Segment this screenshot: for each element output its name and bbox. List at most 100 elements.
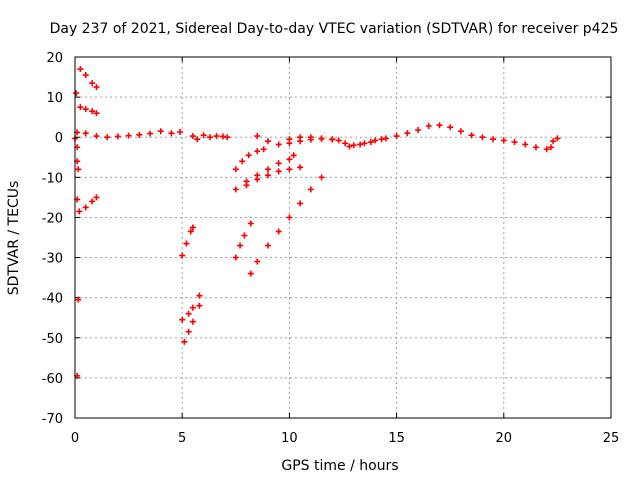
- data-point: [335, 137, 342, 144]
- data-point: [82, 106, 89, 113]
- data-point: [357, 141, 364, 148]
- data-point: [75, 296, 82, 303]
- data-point: [247, 220, 254, 227]
- x-axis-title: GPS time / hours: [281, 458, 398, 474]
- data-point: [196, 302, 203, 309]
- data-point: [194, 136, 201, 143]
- data-point: [382, 135, 389, 142]
- data-point: [447, 124, 454, 131]
- data-point: [532, 144, 539, 151]
- data-point: [547, 144, 554, 151]
- x-tick-label: 0: [71, 431, 79, 446]
- data-point: [554, 135, 561, 142]
- data-point: [125, 132, 132, 139]
- data-points: [72, 66, 561, 379]
- data-point: [254, 258, 261, 265]
- grid-lines: [75, 57, 611, 418]
- y-tick-label: -40: [42, 292, 63, 307]
- y-tick-labels: -70 -60 -50 -40 -30 -20 -10 0 10 20: [42, 51, 63, 427]
- data-point: [361, 140, 368, 147]
- data-point: [219, 133, 226, 140]
- data-point: [260, 146, 267, 153]
- data-point: [479, 134, 486, 141]
- data-point: [224, 134, 231, 141]
- data-point: [114, 133, 121, 140]
- y-tick-label: -10: [42, 171, 63, 186]
- data-point: [237, 242, 244, 249]
- y-tick-label: -70: [42, 412, 63, 427]
- chart-title: Day 237 of 2021, Sidereal Day-to-day VTE…: [50, 21, 619, 37]
- data-point: [307, 134, 314, 141]
- data-point: [76, 208, 83, 215]
- x-tick-label: 5: [178, 431, 186, 446]
- data-point: [511, 139, 518, 146]
- data-point: [187, 228, 194, 235]
- data-point: [185, 310, 192, 317]
- y-axis-title: SDTVAR / TECUs: [6, 181, 22, 296]
- y-tick-label: 10: [46, 91, 63, 106]
- data-point: [318, 135, 325, 142]
- data-point: [93, 84, 100, 91]
- y-tick-label: -60: [42, 372, 63, 387]
- data-point: [318, 174, 325, 181]
- data-point: [185, 328, 192, 335]
- data-point: [200, 132, 207, 139]
- data-point: [436, 122, 443, 129]
- data-point: [297, 164, 304, 171]
- data-point: [350, 142, 357, 149]
- data-point: [247, 270, 254, 277]
- data-point: [415, 127, 422, 134]
- data-point: [297, 200, 304, 207]
- data-point: [168, 130, 175, 137]
- x-tick-label: 25: [603, 431, 620, 446]
- data-point: [147, 130, 154, 137]
- data-point: [89, 108, 96, 115]
- data-point: [286, 156, 293, 163]
- data-point: [73, 90, 80, 97]
- data-point: [522, 141, 529, 148]
- x-tick-label: 20: [496, 431, 513, 446]
- data-point: [543, 146, 550, 153]
- data-point: [275, 168, 282, 175]
- data-point: [468, 132, 475, 139]
- data-point: [177, 129, 184, 136]
- data-point: [500, 137, 507, 144]
- data-point: [329, 136, 336, 143]
- data-point: [232, 254, 239, 261]
- data-point: [196, 292, 203, 299]
- data-point: [82, 130, 89, 137]
- data-point: [286, 166, 293, 173]
- data-point: [189, 224, 196, 231]
- data-point: [136, 131, 143, 138]
- data-point: [183, 240, 190, 247]
- data-point: [89, 80, 96, 87]
- x-tick-label: 10: [281, 431, 298, 446]
- data-point: [275, 160, 282, 167]
- data-point: [181, 338, 188, 345]
- data-point: [189, 304, 196, 311]
- data-point: [75, 166, 82, 173]
- data-point: [457, 128, 464, 135]
- data-point: [241, 232, 248, 239]
- data-point: [264, 172, 271, 179]
- data-point: [286, 136, 293, 143]
- y-tick-label: 0: [55, 131, 63, 146]
- data-point: [290, 152, 297, 159]
- data-point: [367, 139, 374, 146]
- data-point: [254, 133, 261, 140]
- data-point: [372, 137, 379, 144]
- data-point: [393, 133, 400, 140]
- data-point: [104, 134, 111, 141]
- data-point: [425, 122, 432, 129]
- data-point: [275, 228, 282, 235]
- y-tick-label: -20: [42, 211, 63, 226]
- data-point: [89, 198, 96, 205]
- data-point: [404, 130, 411, 137]
- data-point: [264, 138, 271, 145]
- data-point: [307, 186, 314, 193]
- axis-ticks: [74, 56, 612, 419]
- data-point: [550, 138, 557, 145]
- data-point: [82, 204, 89, 211]
- data-point: [264, 166, 271, 173]
